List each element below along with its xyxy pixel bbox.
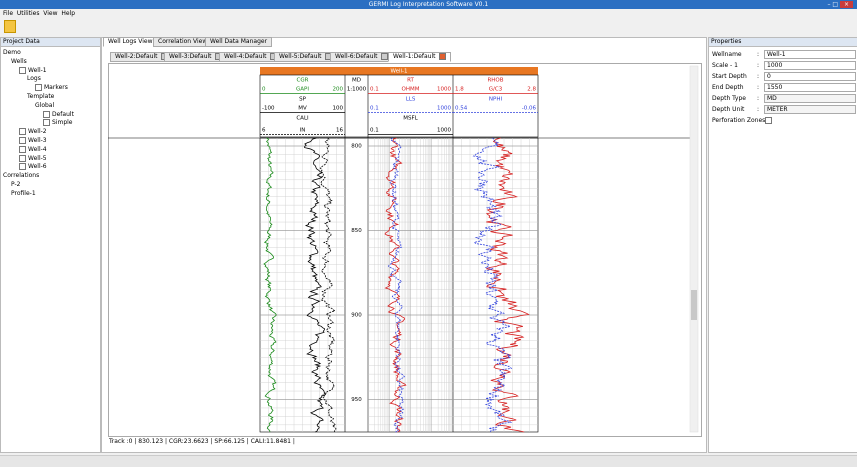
property-label: Scale - 1 bbox=[712, 62, 738, 69]
well-tab[interactable]: Well-1:Default bbox=[388, 52, 451, 62]
tree-label[interactable]: Well-6 bbox=[28, 163, 47, 171]
tree-label[interactable]: Template bbox=[27, 93, 55, 100]
checkbox[interactable] bbox=[19, 154, 26, 162]
tree-label[interactable]: Global bbox=[35, 101, 55, 109]
checkbox[interactable] bbox=[19, 128, 26, 136]
tree-label[interactable]: Well-3 bbox=[28, 137, 47, 144]
tab-label[interactable]: Well-4:Default bbox=[224, 53, 267, 60]
well-tab[interactable]: Well-4:Default bbox=[219, 52, 282, 62]
tree-item[interactable]: Global bbox=[35, 102, 54, 109]
view-tab[interactable]: Well Data Manager bbox=[205, 37, 273, 47]
property-value[interactable]: MD bbox=[764, 94, 856, 103]
tree-label[interactable]: Profile-1 bbox=[11, 189, 36, 197]
tree-label[interactable]: Well-5 bbox=[28, 154, 47, 162]
tree-label[interactable]: Wells bbox=[11, 57, 27, 65]
menu-item[interactable]: Help bbox=[61, 10, 76, 17]
toolbar-button[interactable] bbox=[4, 20, 16, 33]
view-tab[interactable]: Correlation View bbox=[153, 37, 213, 47]
property-label: Wellname bbox=[712, 51, 742, 58]
tree-item[interactable]: Wells bbox=[11, 58, 27, 65]
checkbox[interactable] bbox=[35, 84, 42, 92]
tree-item[interactable]: Well-6 bbox=[19, 163, 47, 171]
tab-close[interactable] bbox=[380, 53, 388, 60]
tab-label[interactable]: Well-1:Default bbox=[393, 53, 436, 60]
property-label: Perforation Zones bbox=[712, 117, 766, 124]
panel-header: Properties bbox=[709, 38, 857, 47]
tree-item[interactable]: Demo bbox=[3, 49, 21, 56]
tree-item[interactable]: Template bbox=[27, 93, 54, 100]
tab-close[interactable] bbox=[438, 53, 446, 60]
property-value[interactable]: 0 bbox=[764, 72, 856, 81]
tree-label[interactable]: Logs bbox=[27, 75, 41, 83]
tree-item[interactable]: Logs bbox=[27, 75, 41, 82]
tree-item[interactable]: Profile-1 bbox=[11, 190, 36, 197]
tree-item[interactable]: Well-2 bbox=[19, 128, 47, 136]
property-separator: : bbox=[757, 95, 760, 102]
tree-label[interactable]: Default bbox=[52, 110, 74, 118]
menu-bar: File Utilities View Help bbox=[3, 10, 75, 17]
window-controls[interactable]: – □ × bbox=[827, 0, 853, 9]
tree-label[interactable]: Correlations bbox=[3, 172, 40, 180]
tree-label[interactable]: Demo bbox=[3, 49, 21, 56]
tree-label[interactable]: Markers bbox=[44, 84, 68, 92]
checkbox[interactable] bbox=[19, 137, 26, 144]
tree-label[interactable]: P-2 bbox=[11, 181, 21, 188]
tab-label[interactable]: Well-6:Default bbox=[335, 53, 378, 60]
view-tab[interactable]: Well Logs View bbox=[103, 37, 158, 47]
tab-label[interactable]: Well-5:Default bbox=[279, 53, 322, 60]
tree-label[interactable]: Well-2 bbox=[28, 128, 47, 136]
checkbox[interactable] bbox=[43, 119, 50, 127]
tab-label[interactable]: Well-3:Default bbox=[169, 53, 212, 60]
property-label: Start Depth bbox=[712, 73, 747, 80]
well-tab[interactable]: Well-6:Default bbox=[330, 52, 393, 62]
property-label: Depth Unit bbox=[712, 106, 745, 113]
tree-item[interactable]: Default bbox=[43, 110, 74, 118]
property-label: Depth Type bbox=[712, 95, 746, 102]
status-bar bbox=[0, 455, 857, 467]
property-value[interactable]: 1000 bbox=[764, 61, 856, 70]
checkbox[interactable] bbox=[43, 110, 50, 118]
well-tab[interactable]: Well-5:Default bbox=[274, 52, 337, 62]
tree-label[interactable]: Well-1 bbox=[28, 66, 47, 74]
property-separator: : bbox=[757, 106, 760, 113]
project-panel: Project Data Demo Wells Well-1 Logs Markers T… bbox=[0, 37, 101, 453]
property-separator: : bbox=[757, 51, 760, 58]
property-value[interactable]: METER bbox=[764, 105, 856, 114]
tree-item[interactable]: P-2 bbox=[11, 181, 20, 188]
tree-label[interactable]: Well-4 bbox=[28, 145, 47, 153]
checkbox[interactable] bbox=[19, 163, 26, 171]
tab-label[interactable]: Well-2:Default bbox=[115, 53, 158, 60]
tree-item[interactable]: Well-5 bbox=[19, 154, 47, 162]
tree-item[interactable]: Simple bbox=[43, 119, 73, 127]
tree-item[interactable]: Markers bbox=[35, 84, 68, 92]
menu-item[interactable]: View bbox=[43, 10, 58, 17]
checkbox[interactable] bbox=[19, 145, 26, 153]
property-value[interactable]: 1550 bbox=[764, 83, 856, 92]
tree-item[interactable]: Correlations bbox=[3, 172, 39, 179]
property-separator: : bbox=[757, 73, 760, 80]
property-label: End Depth bbox=[712, 84, 744, 91]
title-bar: GERMI Log Interpretation Software V0.1 bbox=[0, 0, 857, 9]
checkbox[interactable] bbox=[765, 117, 772, 124]
menu-item[interactable]: Utilities bbox=[16, 10, 40, 17]
checkbox[interactable] bbox=[19, 66, 26, 74]
log-view-frame bbox=[108, 63, 702, 437]
tree-label[interactable]: Simple bbox=[52, 119, 73, 127]
property-separator: : bbox=[757, 62, 760, 69]
panel-header: Project Data bbox=[1, 38, 100, 47]
property-value[interactable]: Well-1 bbox=[764, 50, 856, 59]
well-tab[interactable]: Well-3:Default bbox=[164, 52, 227, 62]
menu-item[interactable]: File bbox=[3, 10, 14, 17]
tree-item[interactable]: Well-4 bbox=[19, 145, 47, 153]
status-text: Track :0 | 830.123 | CGR:23.6623 | SP:66… bbox=[109, 438, 295, 445]
tree-item[interactable]: Well-1 bbox=[19, 66, 47, 74]
tree-item[interactable]: Well-3 bbox=[19, 137, 47, 144]
property-separator: : bbox=[757, 84, 760, 91]
